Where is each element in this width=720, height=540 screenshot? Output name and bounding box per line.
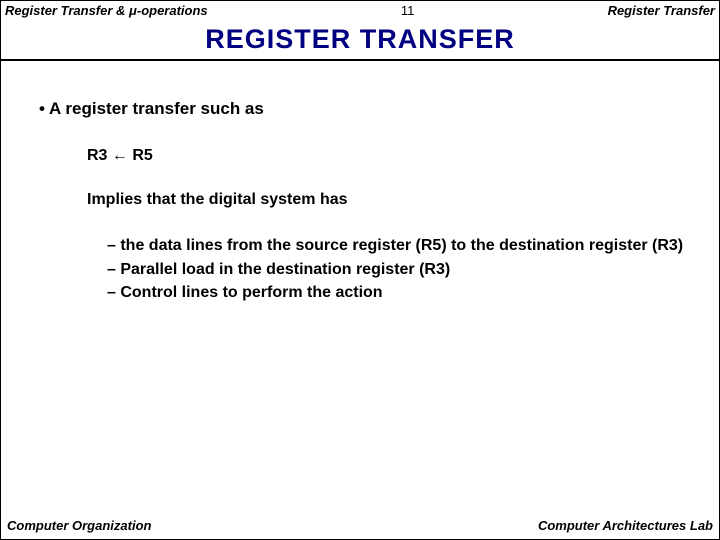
slide-container: Register Transfer & μ-operations 11 Regi… [0, 0, 720, 540]
content-area: A register transfer such as R3 ← R5 Impl… [1, 61, 719, 304]
sub-bullet-list: the data lines from the source register … [107, 235, 689, 304]
implies-line: Implies that the digital system has [87, 191, 689, 209]
register-transfer-expression: R3 ← R5 [87, 147, 689, 165]
sub-bullet-item: Parallel load in the destination registe… [107, 259, 689, 281]
footer-right: Computer Architectures Lab [538, 518, 713, 533]
header-left: Register Transfer & μ-operations [5, 3, 208, 18]
footer-left: Computer Organization [7, 518, 151, 533]
page-number: 11 [401, 3, 415, 18]
sub-bullet-item: the data lines from the source register … [107, 235, 689, 257]
footer-row: Computer Organization Computer Architect… [1, 518, 719, 533]
slide-title: REGISTER TRANSFER [1, 24, 719, 55]
sub-bullet-item: Control lines to perform the action [107, 282, 689, 304]
main-bullet: A register transfer such as [39, 99, 689, 119]
header-right: Register Transfer [608, 3, 715, 18]
header-row: Register Transfer & μ-operations 11 Regi… [1, 1, 719, 18]
